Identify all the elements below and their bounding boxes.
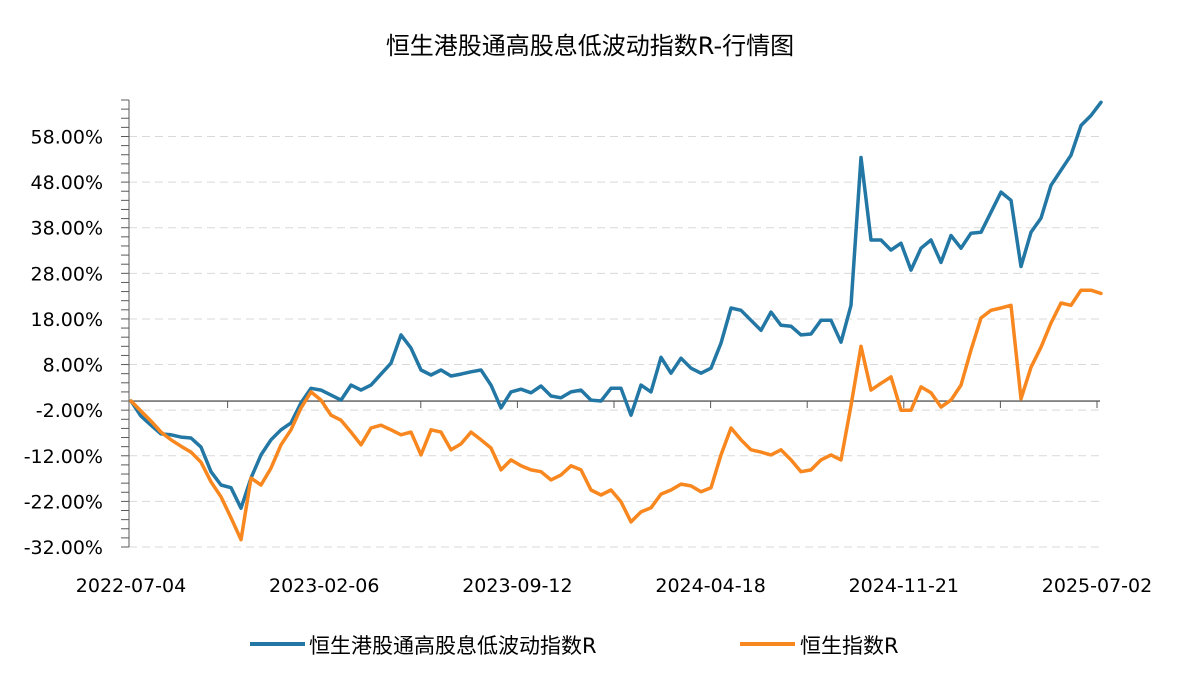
legend: 恒生港股通高股息低波动指数R 恒生指数R xyxy=(250,634,899,658)
x-tick-label: 2025-07-02 xyxy=(1042,575,1152,597)
x-tick-label: 2023-09-12 xyxy=(462,575,572,597)
x-tick-label: 2024-04-18 xyxy=(655,575,765,597)
y-tick-label: 28.00% xyxy=(31,263,103,285)
x-tick-label: 2022-07-04 xyxy=(76,575,186,597)
y-axis: 58.00% 48.00% 38.00% 28.00% 18.00% 8.00% -2.00… xyxy=(24,99,130,559)
y-tick-label: -2.00% xyxy=(36,400,103,422)
x-tick-label: 2023-02-06 xyxy=(269,575,379,597)
gridlines xyxy=(129,135,1100,548)
series-lines xyxy=(129,100,1103,542)
y-tick-label: 8.00% xyxy=(43,355,103,377)
y-tick-label: -22.00% xyxy=(24,491,103,513)
y-tick-label: 48.00% xyxy=(31,172,103,194)
chart-title: 恒生港股通高股息低波动指数R-行情图 xyxy=(386,32,794,60)
y-tick-label: -32.00% xyxy=(24,537,103,559)
y-tick-label: 38.00% xyxy=(31,218,103,240)
y-tick-label: -12.00% xyxy=(24,446,103,468)
legend-label-hshd-lowvol: 恒生港股通高股息低波动指数R xyxy=(309,634,597,658)
x-tick-label: 2024-11-21 xyxy=(849,575,959,597)
series-line-1 xyxy=(129,288,1103,542)
y-tick-label: 58.00% xyxy=(31,126,103,148)
x-axis: 2022-07-04 2023-02-06 2023-09-12 2024-04-18… xyxy=(76,400,1152,597)
series-line-0 xyxy=(129,100,1103,510)
y-tick-label: 18.00% xyxy=(31,309,103,331)
legend-label-hsi: 恒生指数R xyxy=(800,634,899,658)
